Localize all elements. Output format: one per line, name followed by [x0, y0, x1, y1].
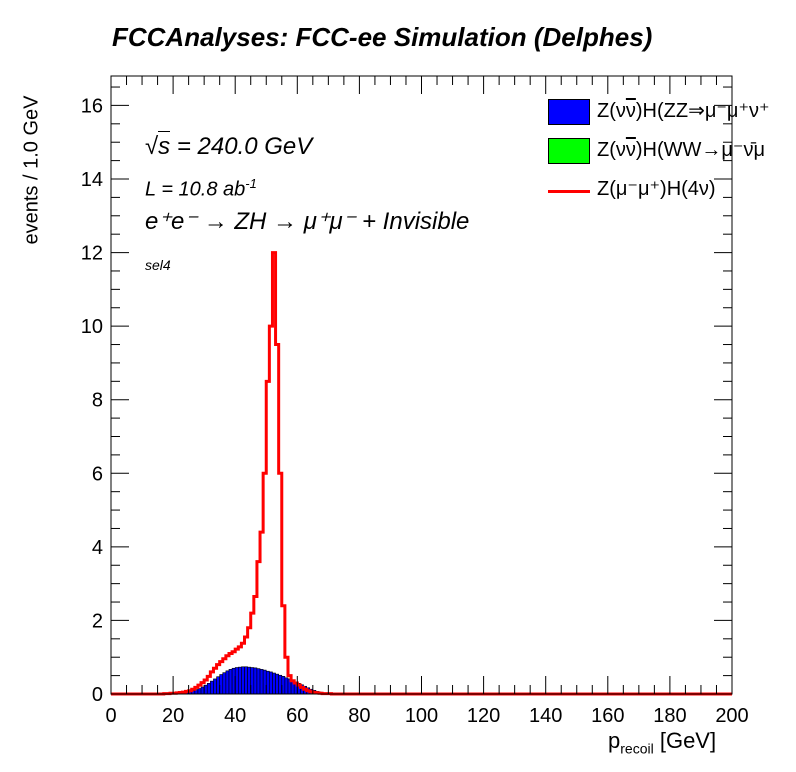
axis-tick-labels: 0 20 40 60 80 100 120 140 160 180 200 0 2 4 6 8 10 12 14 16 [81, 95, 749, 727]
bar-0-21 [228, 669, 233, 695]
bar-0-36 [275, 673, 279, 695]
legend-swatch-zz [548, 99, 590, 125]
sqrt-s-annotation: √s = 240.0 GeV [145, 131, 313, 160]
chart-title: FCCAnalyses: FCC-ee Simulation (Delphes) [112, 22, 653, 52]
legend-line-signal [548, 190, 590, 193]
bar-0-24 [238, 666, 242, 695]
sqrt-s-value: = 240.0 GeV [176, 133, 313, 160]
y-tick-label: 14 [81, 169, 103, 191]
x-tick-label: 0 [105, 705, 116, 727]
process-annotation: e⁺e⁻ → ZH → μ⁺μ⁻ + Invisible [145, 208, 470, 235]
legend: Z(νν)H(ZZ⇒μ⁻μ⁺ν⁺ Z(νν)H(WW→μ⁻ν̄μ Z(μ⁻μ⁺)… [548, 96, 796, 213]
y-tick-label: 10 [81, 316, 103, 338]
bar-0-35 [272, 672, 276, 695]
y-tick-label: 8 [92, 390, 103, 412]
bar-0-20 [225, 670, 230, 695]
bar-0-31 [259, 669, 264, 695]
x-tick-label: 80 [348, 705, 370, 727]
x-tick-label: 140 [529, 705, 562, 727]
y-tick-label: 12 [81, 243, 103, 265]
y-tick-label: 6 [92, 463, 103, 485]
y-tick-label: 16 [81, 95, 103, 117]
x-tick-label: 100 [405, 705, 438, 727]
bar-0-16 [213, 678, 217, 695]
axis-ticks [110, 76, 733, 695]
x-tick-label: 40 [224, 705, 246, 727]
x-axis-label: precoil [GeV] [608, 728, 717, 757]
legend-label-signal: Z(μ⁻μ⁺)H(4ν) [597, 178, 716, 200]
bar-0-11 [197, 688, 202, 695]
x-tick-label: 60 [286, 705, 308, 727]
selection-annotation: sel4 [145, 257, 171, 273]
luminosity-annotation: L = 10.8 ab-1 [145, 176, 257, 202]
x-tick-label: 180 [653, 705, 686, 727]
bar-0-30 [256, 668, 261, 695]
x-tick-label: 200 [715, 705, 748, 727]
bar-0-25 [241, 666, 245, 695]
x-tick-label: 160 [591, 705, 624, 727]
series-line-2 [111, 251, 732, 696]
legend-label-zz: Z(νν)H(ZZ⇒μ⁻μ⁺ν⁺ [597, 100, 770, 122]
x-tick-label: 120 [467, 705, 500, 727]
legend-item-ww: Z(νν)H(WW→μ⁻ν̄μ [548, 135, 796, 174]
y-tick-label: 0 [92, 684, 103, 706]
legend-item-signal: Z(μ⁻μ⁺)H(4ν) [548, 174, 796, 213]
y-tick-label: 4 [92, 537, 103, 559]
bar-0-15 [210, 680, 214, 695]
bar-0-26 [244, 666, 248, 695]
lumi-text: L = 10.8 ab [145, 178, 246, 201]
bar-0-19 [222, 672, 227, 695]
legend-label-ww: Z(νν)H(WW→μ⁻ν̄μ [597, 139, 766, 161]
y-tick-label: 2 [92, 610, 103, 632]
signal-lines [111, 251, 732, 696]
bar-0-29 [253, 667, 258, 695]
legend-swatch-ww [548, 138, 590, 164]
x-tick-label: 20 [162, 705, 184, 727]
bar-0-14 [206, 683, 211, 695]
bar-0-39 [284, 677, 289, 695]
lumi-exponent: -1 [245, 176, 257, 191]
legend-item-zz: Z(νν)H(ZZ⇒μ⁻μ⁺ν⁺ [548, 96, 796, 135]
bar-0-34 [269, 671, 273, 695]
